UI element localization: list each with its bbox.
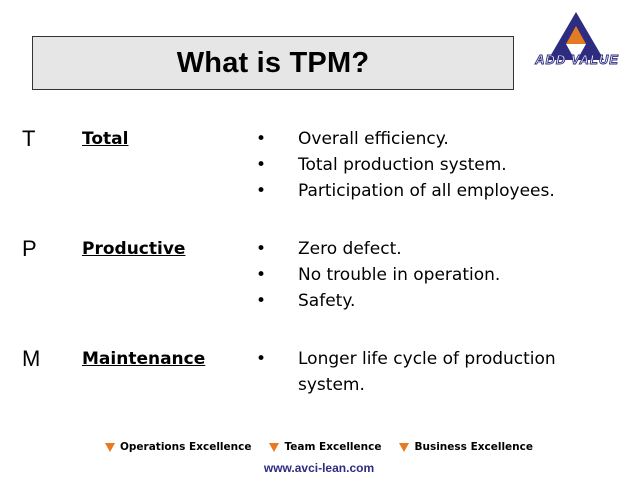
- footer-item: Business Excellence: [399, 441, 533, 453]
- triangle-down-icon: [104, 442, 115, 452]
- bullet-item: • Total production system.: [252, 152, 598, 178]
- section-word: Maintenance: [82, 349, 206, 369]
- bullet-list: • Longer life cycle of production system.: [252, 346, 588, 398]
- bullet-item: • Participation of all employees.: [252, 178, 598, 204]
- bullet-item: • Overall efficiency.: [252, 126, 598, 152]
- bullet-item: • Zero defect.: [252, 236, 598, 262]
- bullet-list: • Overall efficiency. • Total production s…: [252, 126, 598, 204]
- section-word: Total: [82, 129, 129, 149]
- page-title: What is TPM?: [176, 46, 370, 79]
- section-letter: M: [22, 346, 41, 371]
- footer-item: Team Excellence: [269, 441, 381, 453]
- section-letter: P: [22, 236, 37, 261]
- triangle-down-icon: [399, 442, 410, 452]
- triangle-down-icon: [269, 442, 280, 452]
- bullet-icon: •: [256, 181, 267, 201]
- bullet-item: • No trouble in operation.: [252, 262, 598, 288]
- section-word: Productive: [82, 239, 186, 259]
- footer-item: Operations Excellence: [104, 441, 251, 453]
- bullet-icon: •: [256, 129, 267, 149]
- bullet-icon: •: [256, 291, 267, 311]
- bullet-list: • Zero defect. • No trouble in operation. …: [252, 236, 598, 314]
- bullet-item: • Safety.: [252, 288, 598, 314]
- section-letter: T: [22, 126, 36, 151]
- title-box: What is TPM?: [32, 36, 514, 90]
- logo-text: ADD VALUE: [535, 52, 619, 68]
- add-value-logo: [548, 12, 604, 62]
- bullet-icon: •: [256, 349, 267, 369]
- bullet-icon: •: [256, 155, 267, 175]
- website-link[interactable]: www.avci-lean.com: [263, 461, 375, 475]
- bullet-icon: •: [256, 265, 267, 285]
- footer-tagline: Operations Excellence Team Excellence Bu…: [0, 441, 638, 453]
- bullet-item: • Longer life cycle of production system.: [252, 346, 588, 398]
- bullet-icon: •: [256, 239, 267, 259]
